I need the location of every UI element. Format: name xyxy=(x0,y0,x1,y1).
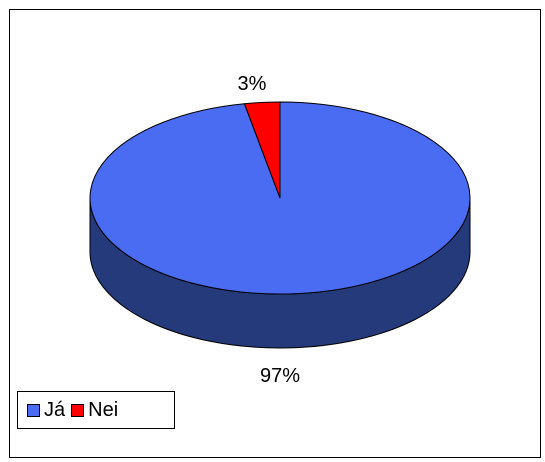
legend-label-ja: Já xyxy=(44,398,66,421)
data-label-nei: 3% xyxy=(238,73,267,95)
legend-swatch-ja xyxy=(27,403,40,417)
legend-item-nei: Nei xyxy=(71,399,118,422)
data-label-j: 97% xyxy=(260,365,300,387)
legend-label-nei: Nei xyxy=(88,398,119,421)
pie-chart: 97% 3% xyxy=(89,73,471,387)
pie-slice-nei xyxy=(243,101,281,199)
legend-swatch-nei xyxy=(71,403,85,417)
chart-frame: 97% 3% Já Nei xyxy=(9,9,541,458)
legend-item-ja: Já xyxy=(27,399,65,422)
legend: Já Nei xyxy=(17,391,175,429)
